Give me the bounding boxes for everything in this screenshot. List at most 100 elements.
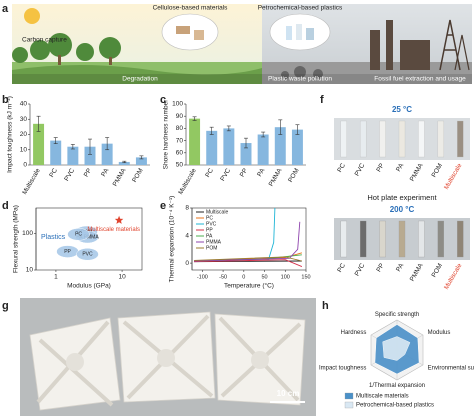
sample-label: PMMA	[409, 262, 425, 283]
y-axis-label: Thermal expansion (10⁻⁴ K⁻¹)	[169, 196, 176, 283]
bar	[118, 161, 130, 165]
x-tick-label: PA	[100, 167, 110, 178]
y-tick-label: 0	[185, 260, 189, 267]
radar-axis-label: 1/Thermal expansion	[369, 383, 425, 389]
x-tick-label: PMMA	[268, 167, 284, 188]
bar	[257, 134, 269, 165]
legend-label: PVC	[206, 221, 217, 227]
x-tick-label: PA	[256, 167, 266, 178]
sample-stick	[457, 220, 464, 258]
panel-f-title: 200 °C	[390, 205, 415, 214]
y-axis-label: Impact toughness (kJ m⁻²)	[7, 96, 14, 173]
bar	[50, 140, 62, 165]
y-tick-label: 70	[176, 137, 184, 144]
region-label: PP	[64, 249, 71, 255]
annotation: Carbon capture	[22, 37, 67, 44]
panel-letter: g	[2, 300, 9, 312]
scale-bar-label: 10 cm	[277, 389, 300, 398]
legend-label: POM	[206, 245, 217, 251]
y-tick-label: 40	[20, 101, 28, 108]
sample-label: PVC	[354, 262, 367, 277]
bar	[101, 143, 113, 165]
bar	[189, 118, 201, 165]
annotation: Cellulose-based materials	[153, 5, 229, 12]
x-tick-label: -100	[197, 274, 208, 280]
y-tick-label: 30	[20, 116, 28, 123]
panel-letter: b	[2, 94, 9, 106]
x-tick-label: PC	[48, 167, 59, 179]
sample-stick	[398, 220, 406, 258]
y-tick-label: 8	[185, 205, 189, 212]
sample-label: PC	[336, 262, 347, 274]
highlight-label: Multiscale materials	[87, 227, 140, 233]
bar	[291, 129, 303, 165]
x-tick-label: PVC	[63, 167, 76, 182]
annotation: Plastic waste pollution	[268, 76, 332, 83]
bar	[206, 130, 218, 165]
sample-label: PVC	[354, 162, 367, 177]
sample-stick	[418, 220, 425, 258]
x-tick-label: 50	[261, 274, 267, 280]
legend-label: PP	[206, 227, 213, 233]
legend-label: PMMA	[206, 239, 222, 245]
legend-label: Multiscale materials	[356, 394, 409, 400]
x-tick-label: PP	[239, 167, 249, 178]
sample-stick	[398, 120, 406, 158]
x-tick-label: POM	[287, 167, 300, 183]
annotation: Fossil fuel extraction and usage	[374, 76, 466, 83]
x-tick-label: PP	[83, 167, 93, 178]
sample-stick	[437, 220, 445, 258]
radar-area	[382, 336, 411, 361]
highlight-star	[114, 215, 124, 224]
y-tick-label: 4	[185, 232, 189, 239]
x-tick-label: 10	[118, 274, 126, 281]
y-tick-label: 100	[22, 230, 33, 237]
radar-axis-label: Environmental sustainability	[428, 365, 474, 371]
y-tick-label: 80	[176, 125, 184, 132]
x-axis-label: Modulus (GPa)	[67, 283, 111, 290]
legend-label: Petrochemical-based plastics	[356, 403, 434, 409]
region	[67, 228, 90, 241]
bar	[240, 143, 252, 165]
sample-stick	[359, 220, 367, 258]
sample-stick	[379, 120, 386, 158]
bar	[135, 157, 147, 165]
x-tick-label: 0	[242, 274, 245, 280]
legend-swatch	[344, 392, 354, 400]
annotation: Degradation	[122, 76, 158, 83]
sample-label: PMMA	[409, 162, 425, 183]
region	[76, 248, 99, 261]
y-axis-label: Shore hardness number	[163, 99, 170, 170]
x-tick-label: -50	[219, 274, 227, 280]
sample-stick	[418, 120, 425, 158]
y-tick-label: 100	[172, 101, 183, 108]
bar	[223, 128, 235, 165]
sample-stick	[379, 220, 386, 258]
x-tick-label: 100	[281, 274, 290, 280]
sample-stick	[340, 220, 347, 258]
y-tick-label: 90	[176, 113, 184, 120]
panel-letter: f	[320, 94, 324, 106]
panel-f-subtitle: Hot plate experiment	[367, 193, 437, 202]
bar	[84, 146, 96, 165]
y-tick-label: 10	[26, 267, 34, 274]
region-label: PVC	[82, 252, 93, 258]
x-tick-label: 1	[54, 274, 58, 281]
bar	[67, 146, 79, 165]
line-series	[194, 256, 303, 262]
panel-letter: c	[160, 94, 166, 106]
line-series	[194, 259, 303, 268]
x-tick-label: POM	[131, 167, 144, 183]
sample-label: PP	[375, 162, 385, 173]
legend-label: PC	[206, 215, 213, 221]
annotation: Petrochemical-based plastics	[258, 5, 343, 12]
sample-stick	[340, 120, 347, 158]
panel-letter: e	[160, 200, 166, 212]
y-tick-label: 20	[20, 131, 28, 138]
region-label: PC	[75, 232, 82, 238]
radar-axis-label: Hardness	[341, 330, 367, 336]
sample-label: POM	[431, 262, 444, 278]
panel-letter: a	[2, 3, 9, 15]
panel-letter: d	[2, 200, 9, 212]
